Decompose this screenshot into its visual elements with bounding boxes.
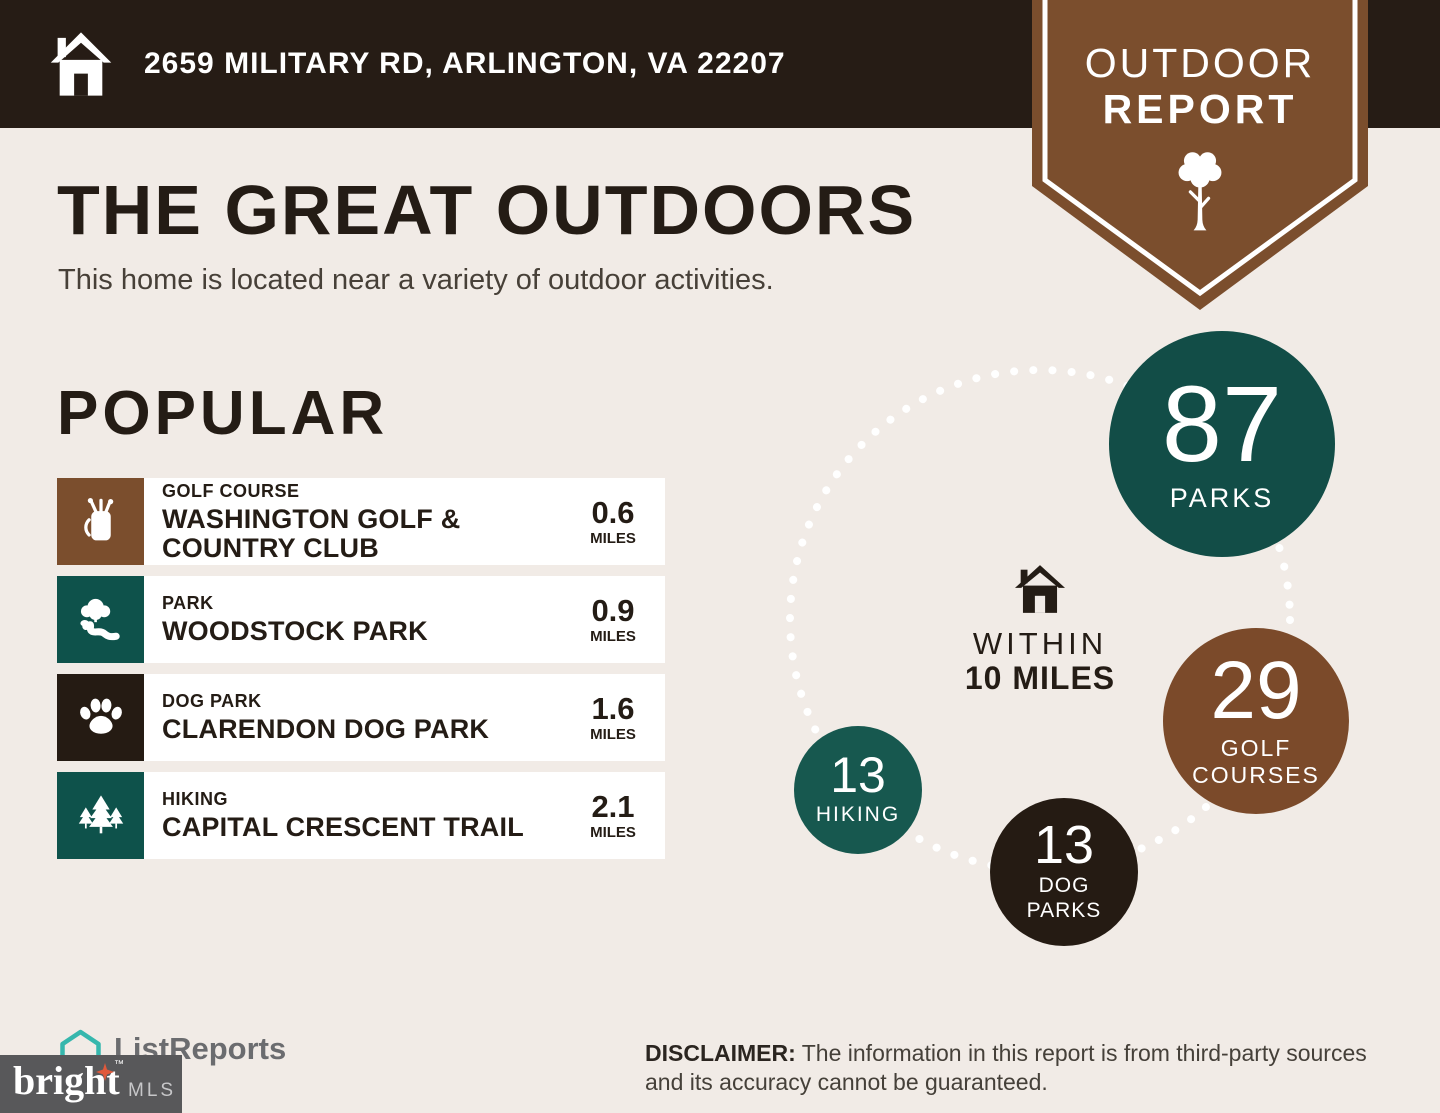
disclaimer-label: DISCLAIMER: bbox=[645, 1040, 796, 1066]
item-distance: 2.1 MILES bbox=[573, 791, 653, 841]
distance-unit: MILES bbox=[590, 725, 636, 743]
dog-parks-label: DOG PARKS bbox=[1026, 874, 1102, 923]
within-label: WITHIN bbox=[972, 626, 1108, 661]
item-name: CAPITAL CRESCENT TRAIL bbox=[162, 812, 524, 843]
bright-mls-logo: bright ™ MLS bbox=[0, 1055, 182, 1113]
hiking-count: 13 bbox=[830, 747, 886, 804]
distance-value: 0.6 bbox=[591, 494, 635, 530]
park-tile bbox=[57, 576, 144, 663]
stat-circle-parks: 87 PARKS bbox=[1109, 331, 1335, 557]
park-trees-path-icon bbox=[79, 598, 120, 640]
stat-circle-hiking: 13 HIKING bbox=[794, 726, 922, 854]
distance-value: 0.9 bbox=[591, 592, 635, 628]
bright-wordmark: bright bbox=[13, 1058, 120, 1103]
hiking-label: HIKING bbox=[815, 802, 901, 826]
trademark-symbol: ™ bbox=[114, 1059, 124, 1070]
item-distance: 0.6 MILES bbox=[573, 497, 653, 547]
list-item-card: PARK WOODSTOCK PARK 0.9 MILES bbox=[144, 576, 665, 663]
distance-value: 2.1 bbox=[591, 788, 635, 824]
property-address: 2659 MILITARY RD, ARLINGTON, VA 22207 bbox=[144, 47, 786, 80]
distance-unit: MILES bbox=[590, 627, 636, 645]
tree-icon bbox=[1178, 152, 1222, 231]
item-name: CLARENDON DOG PARK bbox=[162, 714, 490, 745]
list-item-card: HIKING CAPITAL CRESCENT TRAIL 2.1 MILES bbox=[144, 772, 665, 859]
item-category: PARK bbox=[162, 593, 214, 614]
compass-star-icon bbox=[96, 1063, 114, 1081]
disclaimer-text: DISCLAIMER: The information in this repo… bbox=[645, 1039, 1393, 1097]
ten-mile-radius-ring bbox=[786, 366, 1294, 874]
dog-park-tile bbox=[57, 674, 144, 761]
item-name: WASHINGTON GOLF & COUNTRY CLUB bbox=[162, 503, 461, 563]
paw-print-icon bbox=[79, 698, 122, 734]
list-item-golf-course: GOLF COURSE WASHINGTON GOLF & COUNTRY CL… bbox=[57, 478, 665, 565]
golf-count: 29 bbox=[1210, 645, 1302, 737]
distance-unit: MILES bbox=[590, 529, 636, 547]
parks-count: 87 bbox=[1161, 362, 1283, 484]
popular-heading: POPULAR bbox=[57, 379, 389, 448]
item-distance: 1.6 MILES bbox=[573, 693, 653, 743]
distance-value: 1.6 bbox=[591, 690, 635, 726]
stat-circle-golf-courses: 29 GOLF COURSES bbox=[1163, 628, 1349, 814]
home-icon bbox=[1015, 565, 1065, 613]
item-category: GOLF COURSE bbox=[162, 480, 300, 501]
disclaimer-body: The information in this report is from t… bbox=[645, 1040, 1367, 1095]
pine-trees-icon bbox=[78, 794, 123, 833]
badge-title-line1: OUTDOOR bbox=[1084, 40, 1316, 86]
stat-circle-dog-parks: 13 DOG PARKS bbox=[990, 798, 1138, 946]
page-title: THE GREAT OUTDOORS bbox=[57, 171, 917, 249]
list-item-card: GOLF COURSE WASHINGTON GOLF & COUNTRY CL… bbox=[144, 478, 665, 565]
badge-title-line2: REPORT bbox=[1102, 86, 1298, 132]
list-item-park: PARK WOODSTOCK PARK 0.9 MILES bbox=[57, 576, 665, 663]
golf-bag-icon bbox=[83, 497, 113, 540]
item-distance: 0.9 MILES bbox=[573, 595, 653, 645]
list-item-dog-park: DOG PARK CLARENDON DOG PARK 1.6 MILES bbox=[57, 674, 665, 761]
list-item-card: DOG PARK CLARENDON DOG PARK 1.6 MILES bbox=[144, 674, 665, 761]
parks-label: PARKS bbox=[1169, 483, 1275, 514]
item-category: HIKING bbox=[162, 789, 228, 810]
item-name: WOODSTOCK PARK bbox=[162, 616, 428, 647]
badge-ribbon-shape bbox=[1032, 0, 1368, 310]
house-icon bbox=[50, 32, 112, 96]
dog-parks-count: 13 bbox=[1033, 815, 1095, 876]
item-category: DOG PARK bbox=[162, 691, 262, 712]
radius-label: 10 MILES bbox=[964, 660, 1116, 696]
page-subtitle: This home is located near a variety of o… bbox=[58, 264, 774, 296]
distance-unit: MILES bbox=[590, 823, 636, 841]
hiking-tile bbox=[57, 772, 144, 859]
golf-label: GOLF COURSES bbox=[1192, 735, 1320, 789]
list-item-hiking: HIKING CAPITAL CRESCENT TRAIL 2.1 MILES bbox=[57, 772, 665, 859]
mls-wordmark: MLS bbox=[128, 1080, 177, 1101]
golf-tile bbox=[57, 478, 144, 565]
popular-list: GOLF COURSE WASHINGTON GOLF & COUNTRY CL… bbox=[57, 478, 665, 870]
outdoor-report-badge: OUTDOOR REPORT bbox=[1032, 0, 1368, 312]
